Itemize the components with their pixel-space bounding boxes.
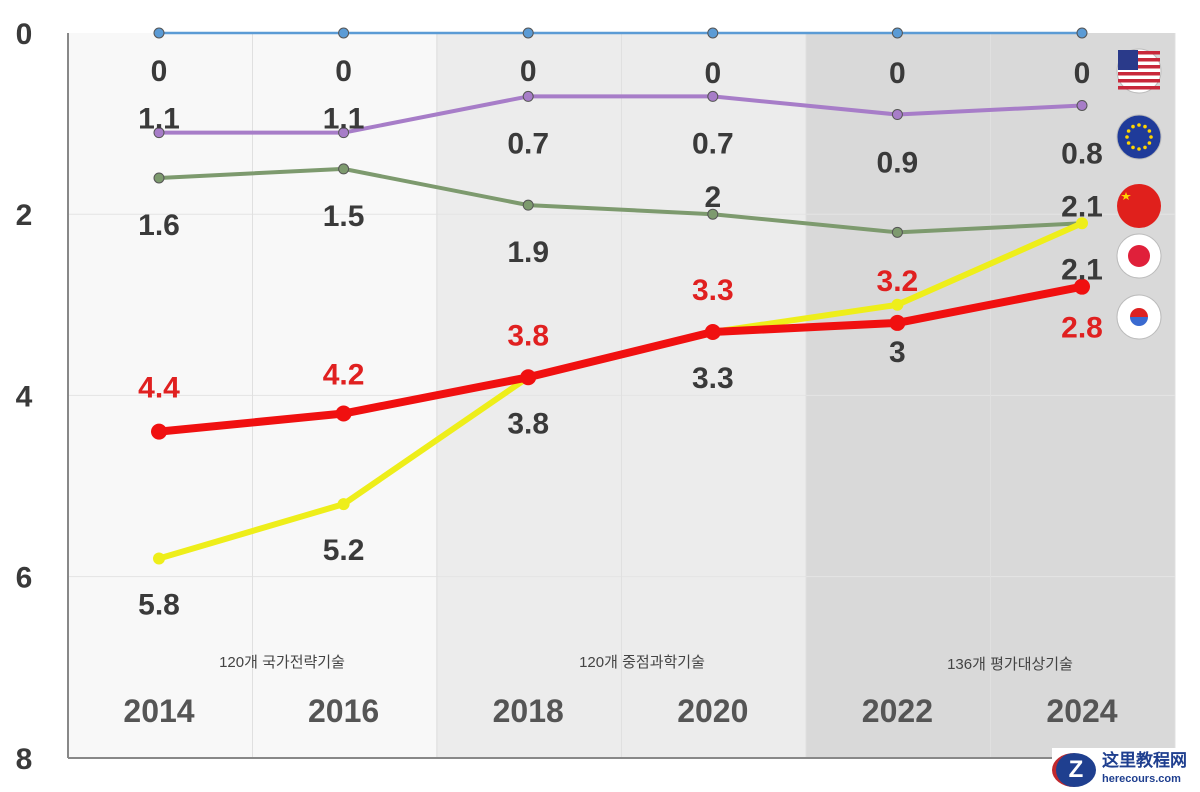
y-tick-label: 0 [16, 18, 33, 51]
data-point [891, 298, 904, 311]
data-point [1076, 99, 1088, 111]
band-label: 120개 중점과학기술 [579, 654, 705, 671]
data-point [522, 27, 534, 39]
data-label: 5.8 [138, 588, 180, 621]
x-tick-label: 2022 [862, 693, 933, 729]
x-tick-label: 2018 [493, 693, 564, 729]
data-point [707, 208, 719, 220]
data-label: 3 [889, 336, 906, 369]
data-point [889, 314, 906, 331]
data-point [1076, 217, 1088, 230]
data-label: 0.7 [507, 127, 549, 160]
data-point [153, 172, 165, 184]
data-point [707, 90, 719, 102]
data-point [707, 27, 719, 39]
series-line-korea [158, 282, 1083, 436]
data-label: 4.2 [323, 359, 365, 392]
data-label: 1.5 [323, 200, 365, 233]
data-label: 1.1 [138, 103, 180, 136]
data-label: 1.6 [138, 209, 180, 242]
data-point [338, 27, 350, 39]
data-label: 5.2 [323, 534, 365, 567]
data-label: 0 [151, 55, 168, 88]
data-point [891, 109, 903, 121]
data-label: 0 [704, 57, 721, 90]
watermark-logo: Z [1052, 753, 1096, 787]
data-point [891, 27, 903, 39]
series-line-china [158, 166, 1083, 235]
data-label: 0.8 [1061, 137, 1103, 170]
data-label: 2.8 [1061, 312, 1103, 345]
data-point [337, 498, 350, 511]
series-line-eu [159, 94, 1083, 135]
data-label: 3.2 [877, 265, 919, 298]
data-point [522, 90, 534, 102]
data-point [338, 163, 350, 175]
watermark: Z 这里教程网 herecours.com [1052, 748, 1200, 792]
data-label: 3.8 [507, 407, 549, 440]
x-tick-label: 2024 [1046, 693, 1117, 729]
y-tick-label: 2 [16, 199, 33, 232]
data-label: 2.1 [1061, 253, 1103, 286]
data-label: 0 [1074, 57, 1091, 90]
y-tick-label: 4 [16, 380, 33, 413]
x-tick-label: 2016 [308, 693, 379, 729]
band-label: 136개 평가대상기술 [947, 656, 1073, 673]
data-point [338, 127, 350, 139]
jp-flag-icon [1116, 233, 1162, 279]
cn-flag-icon [1117, 184, 1161, 228]
data-label: 0 [520, 55, 537, 88]
data-label: 2 [704, 181, 721, 214]
y-tick-label: 6 [16, 562, 33, 595]
band-label: 120개 국가전략기술 [219, 654, 345, 671]
eu-flag-icon [1116, 114, 1162, 160]
data-label: 3.8 [507, 319, 549, 352]
x-tick-label: 2020 [677, 693, 748, 729]
data-label: 1.9 [507, 236, 549, 269]
data-label: 0.9 [877, 147, 919, 180]
data-point [1076, 27, 1088, 39]
data-point [153, 27, 165, 39]
data-point [522, 199, 534, 211]
watermark-url: herecours.com [1102, 773, 1181, 785]
data-label: 0.7 [692, 127, 734, 160]
data-point [1074, 278, 1090, 295]
data-label: 0 [335, 55, 352, 88]
us-flag-icon [1116, 48, 1162, 94]
data-label: 3.3 [692, 274, 734, 307]
data-point [520, 369, 537, 386]
data-point [151, 423, 167, 440]
data-point [153, 127, 165, 139]
data-label: 1.1 [323, 103, 365, 136]
x-tick-label: 2014 [123, 693, 194, 729]
data-point [153, 552, 165, 565]
y-tick-label: 8 [16, 743, 33, 776]
data-label: 2.1 [1061, 190, 1103, 223]
watermark-title: 这里教程网 [1102, 751, 1187, 770]
data-label: 3.3 [692, 362, 734, 395]
data-point [704, 323, 721, 340]
kr-flag-icon [1116, 294, 1162, 340]
data-point [891, 226, 903, 238]
data-label: 4.4 [138, 372, 180, 405]
data-label: 0 [889, 57, 906, 90]
data-point [335, 405, 352, 422]
